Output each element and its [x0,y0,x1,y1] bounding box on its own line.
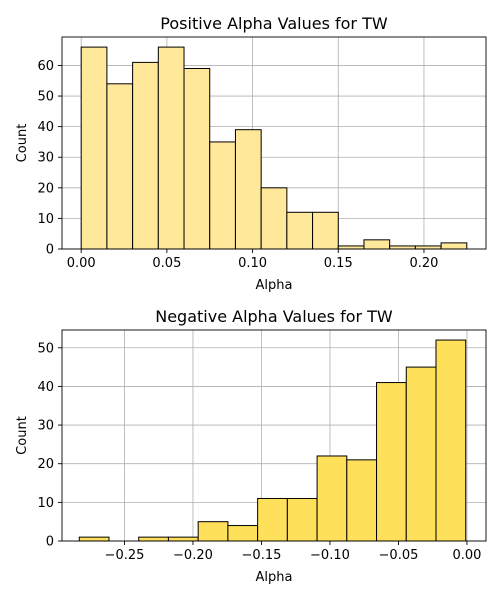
histogram-bar [389,245,416,250]
axes-frame [61,36,487,250]
histogram-bar [363,239,391,250]
histogram-bar [316,455,348,542]
axes-frame [61,329,487,542]
histogram-bar [286,211,314,250]
histogram-bar [80,46,108,250]
histogram-bar [257,497,288,542]
y-tick-label: 20 [37,181,54,196]
histogram-bar [157,46,185,250]
histogram-bar [227,525,259,542]
x-axis-label: Alpha [256,278,293,293]
y-tick-label: 10 [37,496,54,511]
x-axis-label: Alpha [256,570,293,585]
histogram-bar [376,382,407,542]
histogram-bar [405,366,437,542]
histogram-bar [183,68,211,250]
x-tick-label: 0.00 [67,256,96,271]
y-tick-label: 30 [37,419,54,434]
x-tick-label: 0.10 [238,256,267,271]
x-tick-label: 0.15 [324,256,353,271]
negative-alpha-histogram: −0.25 −0.20 −0.15 −0.10 −0.05 0.00 0 10 20 30 40 50… [15,307,487,585]
x-tick-label: 0.05 [152,256,181,271]
histogram-bar [435,339,467,542]
histogram-bar [312,211,339,250]
histogram-bar [197,521,229,542]
y-tick-label: 50 [37,90,54,105]
y-tick-label: 10 [37,212,54,227]
y-axis-label: Count [15,416,30,455]
histogram-bar [414,245,442,250]
histogram-bar [209,141,236,250]
y-tick-label: 0 [46,243,54,258]
y-tick-label: 30 [37,151,54,166]
histogram-bar [286,497,318,542]
x-tick-label: 0.00 [452,548,481,563]
x-tick-label: 0.20 [409,256,438,271]
x-tick-label: −0.20 [173,548,213,563]
histogram-bar [346,459,378,542]
histogram-bar [138,536,169,542]
y-tick-label: 60 [37,59,54,74]
y-tick-label: 40 [37,120,54,135]
histogram-bar [337,245,365,250]
x-tick-label: −0.05 [379,548,419,563]
histogram-bar [167,536,199,542]
x-tick-label: −0.15 [242,548,282,563]
y-tick-label: 20 [37,457,54,472]
y-axis-label: Count [15,124,30,163]
y-tick-label: 40 [37,380,54,395]
histogram-bar [234,129,262,250]
chart-title: Negative Alpha Values for TW [155,307,393,326]
x-tick-label: −0.10 [310,548,350,563]
chart-title: Positive Alpha Values for TW [160,14,388,33]
histogram-bar [260,187,288,250]
y-tick-label: 50 [37,341,54,356]
y-tick-label: 0 [46,535,54,550]
histogram-bar [78,536,110,542]
histogram-bar [132,61,159,250]
histogram-bar [440,242,468,250]
histogram-bar [106,83,134,250]
x-tick-label: −0.25 [105,548,145,563]
positive-alpha-histogram: 0.00 0.05 0.10 0.15 0.20 0 10 20 30 40 50 60 Positiv… [15,14,487,293]
